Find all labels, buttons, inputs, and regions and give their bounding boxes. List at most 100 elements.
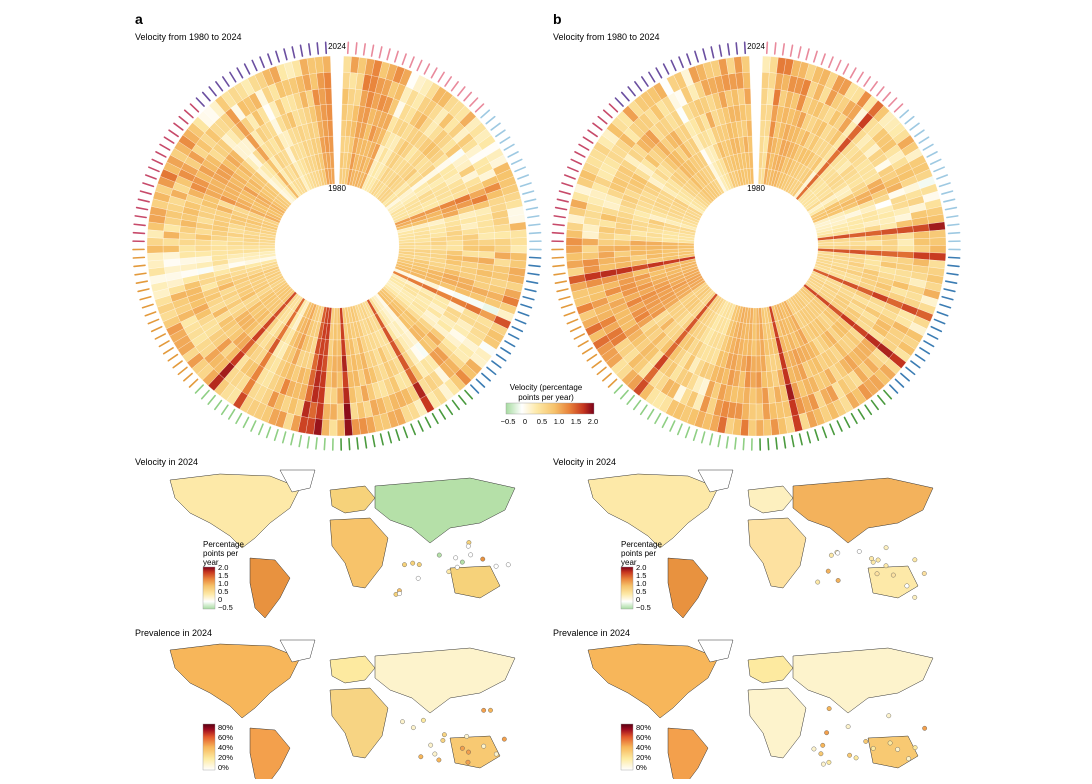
country-label-mark bbox=[735, 438, 736, 449]
country-label-mark bbox=[276, 51, 279, 61]
island-marker bbox=[827, 760, 831, 764]
outer-year-label: 2024 bbox=[328, 42, 346, 51]
island-marker bbox=[857, 549, 861, 553]
heatmap-cell bbox=[898, 239, 914, 246]
country-label-mark bbox=[300, 45, 302, 56]
country-label-mark bbox=[518, 312, 528, 316]
country-label-mark bbox=[523, 191, 534, 194]
country-label-mark bbox=[138, 199, 149, 202]
country-label-mark bbox=[216, 82, 223, 91]
outer-year-label: 2024 bbox=[747, 42, 765, 51]
country-label-mark bbox=[830, 424, 834, 434]
country-label-mark bbox=[597, 367, 606, 374]
country-label-mark bbox=[703, 49, 706, 60]
heatmap-cell bbox=[818, 243, 834, 246]
country-label-mark bbox=[324, 439, 325, 450]
island-marker bbox=[821, 762, 825, 766]
heatmap-cell bbox=[744, 88, 751, 104]
heatmap-cell bbox=[743, 72, 751, 88]
country-label-mark bbox=[160, 144, 170, 149]
country-label-mark bbox=[901, 374, 909, 381]
heatmap-cell bbox=[337, 324, 341, 340]
country-label-mark bbox=[164, 137, 173, 143]
country-label-mark bbox=[942, 297, 953, 300]
country-label-mark bbox=[678, 424, 682, 434]
country-label-mark bbox=[459, 396, 466, 405]
heatmap-cell bbox=[227, 246, 243, 251]
country-label-mark bbox=[858, 410, 864, 419]
country-label-mark bbox=[634, 401, 641, 410]
country-label-mark bbox=[578, 341, 588, 346]
heatmap-cell bbox=[582, 238, 598, 245]
country-label-mark bbox=[583, 348, 592, 354]
country-label-mark bbox=[622, 92, 629, 100]
country-label-mark bbox=[844, 418, 849, 428]
country-label-mark bbox=[439, 410, 445, 419]
panel-b: b Velocity from 1980 to 2024 2024 1980 V… bbox=[552, 11, 960, 779]
country-label-mark bbox=[446, 405, 452, 414]
country-label-mark bbox=[587, 355, 596, 361]
country-label-mark bbox=[491, 123, 500, 130]
country-label-mark bbox=[229, 410, 235, 419]
legend-tick: 80% bbox=[218, 723, 233, 732]
island-marker bbox=[466, 760, 470, 764]
heatmap-cell bbox=[163, 252, 179, 260]
legend-title: Percentage bbox=[621, 540, 662, 549]
country-label-mark bbox=[174, 123, 183, 130]
island-marker bbox=[460, 560, 464, 564]
country-label-mark bbox=[133, 257, 144, 258]
country-label-mark bbox=[829, 57, 833, 67]
country-label-mark bbox=[905, 117, 914, 124]
country-label-mark bbox=[865, 405, 871, 414]
island-marker bbox=[455, 565, 459, 569]
country-label-mark bbox=[185, 110, 193, 117]
country-label-mark bbox=[260, 57, 264, 67]
country-label-mark bbox=[425, 418, 430, 428]
country-label-mark bbox=[134, 265, 145, 266]
country-label-mark bbox=[184, 374, 192, 381]
island-marker bbox=[481, 744, 485, 748]
country-label-mark bbox=[515, 167, 525, 171]
country-label-mark bbox=[164, 348, 173, 354]
europe-shape bbox=[748, 486, 793, 513]
country-label-mark bbox=[776, 438, 777, 449]
country-label-mark bbox=[512, 327, 522, 332]
heatmap-cell bbox=[930, 245, 946, 253]
country-label-mark bbox=[476, 104, 484, 112]
country-label-mark bbox=[823, 427, 827, 437]
country-label-mark bbox=[948, 265, 959, 266]
country-label-mark bbox=[745, 42, 746, 53]
island-marker bbox=[506, 563, 510, 567]
country-label-mark bbox=[317, 43, 318, 54]
heatmap-cell bbox=[431, 241, 447, 246]
map-prevalence-legend: 80% 60% 40% 20% 0% bbox=[203, 723, 233, 772]
legend-colorbar bbox=[203, 724, 215, 770]
legend-colorbar bbox=[506, 403, 594, 414]
country-label-mark bbox=[268, 54, 272, 64]
heatmap-cell bbox=[913, 231, 929, 239]
heatmap-cell bbox=[479, 239, 495, 246]
heatmap-cell bbox=[337, 372, 343, 388]
island-marker bbox=[815, 580, 819, 584]
australia-shape bbox=[868, 566, 918, 598]
heatmap-cell bbox=[756, 404, 763, 420]
legend-colorbar bbox=[621, 567, 633, 609]
country-label-mark bbox=[458, 87, 465, 96]
country-label-mark bbox=[309, 44, 311, 55]
country-label-mark bbox=[136, 281, 147, 283]
heatmap-cell bbox=[748, 420, 756, 436]
island-marker bbox=[419, 755, 423, 759]
legend-tick: 2.0 bbox=[588, 417, 598, 426]
heatmap-cell bbox=[494, 231, 510, 239]
heatmap-cell bbox=[882, 240, 898, 246]
country-label-mark bbox=[528, 216, 539, 218]
country-label-mark bbox=[252, 60, 257, 70]
heatmap-cell bbox=[479, 245, 495, 252]
heatmap-cell bbox=[195, 251, 211, 257]
country-label-mark bbox=[560, 191, 571, 194]
country-label-mark bbox=[554, 273, 565, 275]
country-label-mark bbox=[492, 361, 501, 368]
country-label-mark bbox=[395, 51, 398, 61]
country-label-mark bbox=[864, 77, 870, 86]
country-label-mark bbox=[138, 289, 149, 291]
